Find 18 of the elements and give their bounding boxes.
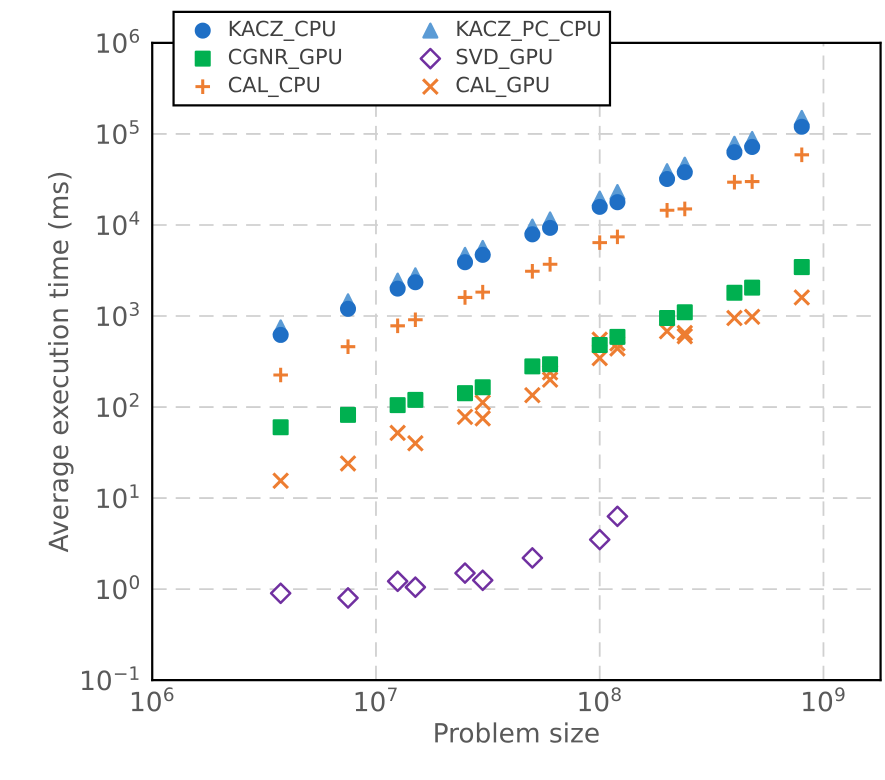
legend-label: KACZ_CPU xyxy=(230,20,335,41)
y-tick-label: 10$^{3}$ xyxy=(98,302,139,326)
legend-label: SVD_GPU xyxy=(456,48,552,70)
y-axis-title: Average execution time (ms) xyxy=(48,172,74,552)
y-tick-label: 10$^{6}$ xyxy=(98,28,140,54)
legend-label: CAL_GPU xyxy=(456,76,548,98)
y-tick-label: 10$^{5}$ xyxy=(98,120,139,144)
x-tick-label: 10$^{9}$ xyxy=(803,687,845,712)
y-tick-label: 10$^{0}$ xyxy=(98,575,140,600)
legend-label: CGNR_GPU xyxy=(228,48,342,70)
x-axis-title: Problem size xyxy=(435,722,599,743)
legend-label: CAL_CPU xyxy=(228,76,320,98)
x-tick-label: 10$^{8}$ xyxy=(579,687,621,712)
y-tick-label: 10$^{4}$ xyxy=(98,211,140,236)
legend-label: KACZ_PC_CPU xyxy=(457,20,600,41)
x-tick-label: 10$^{7}$ xyxy=(356,688,397,712)
y-tick-label: 10$^{1}$ xyxy=(98,484,139,508)
y-tick-label: 10$^{2}$ xyxy=(98,393,138,418)
